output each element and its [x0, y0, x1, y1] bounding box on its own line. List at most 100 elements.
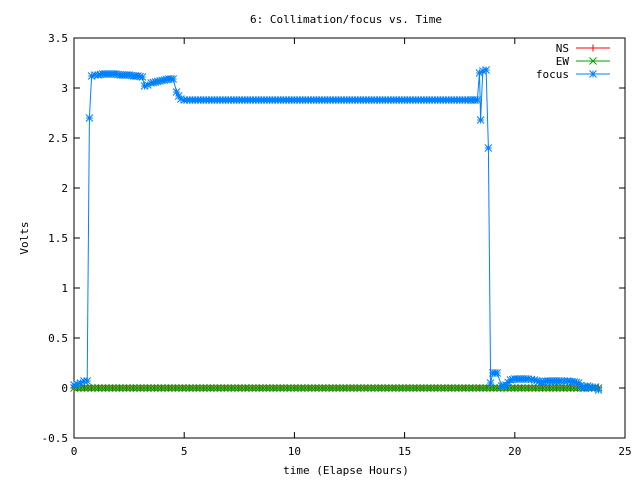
- data-point-focus: [585, 383, 594, 391]
- data-point-focus: [486, 379, 495, 387]
- x-tick-label: 25: [618, 445, 631, 458]
- data-point-ew: [234, 384, 243, 392]
- data-point-ew: [126, 384, 134, 392]
- data-point-ew: [98, 384, 106, 392]
- data-point-ew: [203, 384, 211, 392]
- data-point-ew: [307, 384, 316, 392]
- data-point-ew: [269, 384, 278, 392]
- data-point-ew: [458, 384, 467, 392]
- data-point-ew: [265, 384, 274, 392]
- series-focus: [70, 66, 603, 394]
- data-point-ew: [286, 384, 295, 392]
- series-line-focus: [73, 69, 599, 391]
- x-tick-label: 0: [71, 445, 78, 458]
- data-point-ew: [395, 384, 404, 392]
- data-point-ew: [241, 384, 250, 392]
- data-point-ew: [108, 384, 117, 392]
- data-point-focus: [530, 376, 539, 384]
- data-point-ew: [140, 384, 148, 392]
- data-point-ew: [101, 384, 110, 392]
- y-tick-label: 0.5: [48, 332, 68, 345]
- data-point-ew: [398, 384, 407, 392]
- data-point-ew: [133, 384, 141, 392]
- data-point-ew: [528, 384, 536, 392]
- data-point-ew: [346, 384, 355, 392]
- data-point-focus: [177, 95, 185, 103]
- y-axis-label: Volts: [18, 221, 31, 254]
- data-point-ew: [244, 384, 253, 392]
- data-point-focus: [493, 369, 502, 377]
- data-point-ew: [175, 384, 183, 392]
- data-point-ew: [468, 384, 477, 392]
- data-point-ew: [405, 384, 414, 392]
- data-point-ew: [412, 384, 421, 392]
- data-point-ew: [182, 384, 190, 392]
- data-point-ew: [433, 384, 442, 392]
- data-point-ew: [87, 384, 96, 392]
- data-point-ew: [199, 384, 208, 392]
- data-point-ew: [258, 384, 267, 392]
- data-point-ew: [549, 384, 557, 392]
- data-point-focus: [594, 386, 603, 394]
- data-point-ew: [556, 384, 564, 392]
- data-point-ew: [255, 384, 264, 392]
- data-point-ew: [217, 384, 225, 392]
- data-point-ew: [542, 384, 550, 392]
- data-point-ew: [489, 384, 498, 392]
- data-point-ew: [304, 384, 313, 392]
- data-point-focus: [475, 69, 484, 77]
- data-point-focus: [73, 380, 82, 388]
- data-point-ew: [374, 384, 383, 392]
- y-tick-label: 0: [61, 382, 68, 395]
- data-point-ew: [262, 384, 271, 392]
- data-point-ew: [482, 384, 491, 392]
- data-point-ew: [391, 384, 400, 392]
- data-point-ew: [94, 384, 103, 392]
- data-point-focus: [581, 383, 590, 391]
- y-tick-label: 3.5: [48, 32, 68, 45]
- data-point-ew: [91, 384, 99, 392]
- data-point-ew: [328, 384, 337, 392]
- data-point-ew: [461, 384, 470, 392]
- data-point-ew: [381, 384, 390, 392]
- data-point-ew: [517, 384, 526, 392]
- data-point-focus: [87, 72, 96, 80]
- data-point-ew: [105, 384, 113, 392]
- data-point-ew: [311, 384, 320, 392]
- data-point-ew: [290, 384, 299, 392]
- x-tick-label: 15: [398, 445, 411, 458]
- x-axis-label: time (Elapse Hours): [283, 464, 409, 477]
- data-point-focus: [588, 384, 596, 392]
- data-point-focus: [579, 384, 587, 392]
- data-point-focus: [138, 73, 147, 81]
- data-point-ew: [321, 384, 330, 392]
- x-tick-label: 5: [181, 445, 188, 458]
- data-point-ew: [430, 384, 439, 392]
- data-point-focus: [70, 381, 78, 389]
- series-layer: [70, 66, 603, 394]
- y-tick-label: 1.5: [48, 232, 68, 245]
- data-point-ew: [231, 384, 239, 392]
- data-point-focus: [85, 114, 94, 122]
- data-point-ew: [150, 384, 159, 392]
- x-tick-label: 20: [508, 445, 521, 458]
- data-point-ew: [325, 384, 334, 392]
- data-point-ew: [360, 384, 369, 392]
- data-point-ew: [154, 384, 162, 392]
- data-point-ew: [475, 384, 484, 392]
- data-point-ew: [206, 384, 215, 392]
- data-point-ew: [80, 384, 89, 392]
- data-point-ew: [112, 384, 120, 392]
- data-point-ew: [248, 384, 257, 392]
- data-point-ew: [227, 384, 236, 392]
- data-point-ew: [332, 384, 341, 392]
- data-point-ew: [122, 384, 131, 392]
- data-point-ew: [535, 384, 543, 392]
- data-point-ew: [300, 384, 309, 392]
- legend-label-ns: NS: [556, 42, 569, 55]
- data-point-ew: [238, 384, 246, 392]
- chart-title: 6: Collimation/focus vs. Time: [250, 13, 442, 26]
- legend-label-focus: focus: [536, 68, 569, 81]
- tick-layer: 0 5 10 15 20 25-0.500.511.522.533.5: [42, 32, 632, 458]
- data-point-ew: [213, 384, 222, 392]
